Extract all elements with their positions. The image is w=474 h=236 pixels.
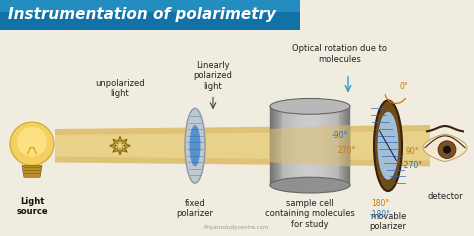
Circle shape [10, 122, 54, 165]
Text: Optical rotation due to
molecules: Optical rotation due to molecules [292, 44, 388, 64]
Text: -90°: -90° [332, 131, 348, 140]
Text: -270°: -270° [402, 161, 423, 170]
Polygon shape [270, 125, 350, 166]
Ellipse shape [185, 108, 205, 183]
Text: Linearly
polarized
light: Linearly polarized light [193, 61, 232, 91]
Text: 180°: 180° [371, 199, 389, 208]
Circle shape [438, 141, 456, 159]
Text: 270°: 270° [338, 146, 356, 155]
Circle shape [443, 146, 451, 154]
Ellipse shape [270, 98, 350, 114]
Polygon shape [423, 134, 467, 161]
Text: 90°: 90° [406, 147, 419, 156]
Polygon shape [22, 165, 42, 177]
Polygon shape [0, 0, 300, 12]
Text: -180°: -180° [370, 210, 391, 219]
Text: movable
polarizer: movable polarizer [370, 212, 407, 231]
Text: sample cell
containing molecules
for study: sample cell containing molecules for stu… [265, 199, 355, 229]
Text: Instrumentation of polarimetry: Instrumentation of polarimetry [8, 7, 276, 22]
Text: Light
source: Light source [16, 197, 48, 216]
Ellipse shape [270, 177, 350, 193]
Ellipse shape [377, 112, 399, 180]
Text: fixed
polarizer: fixed polarizer [176, 199, 213, 218]
Polygon shape [55, 125, 430, 166]
Text: unpolarized
light: unpolarized light [95, 79, 145, 98]
Ellipse shape [190, 125, 201, 166]
Text: 0°: 0° [400, 82, 409, 91]
Polygon shape [0, 0, 300, 30]
Ellipse shape [374, 101, 402, 191]
Text: detector: detector [427, 192, 463, 201]
Polygon shape [55, 131, 430, 160]
Circle shape [17, 127, 47, 156]
Text: Priyamstudycentre.com: Priyamstudycentre.com [204, 224, 270, 229]
